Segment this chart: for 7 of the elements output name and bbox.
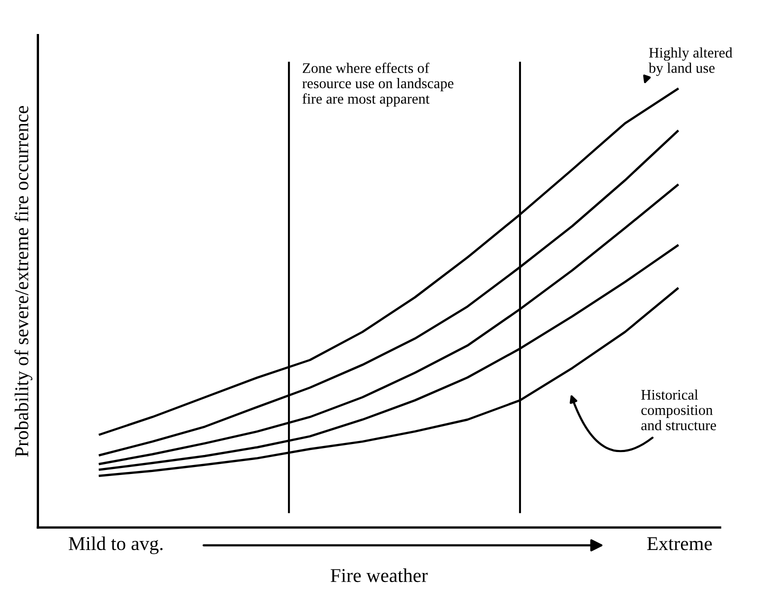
text: Highly altered by land use: [648, 47, 732, 76]
annotation: Historical composition and structure: [641, 389, 716, 430]
text: Extreme: [647, 537, 712, 550]
annotation: Zone where effects of resource use on landscape fire are most apparent: [302, 62, 454, 107]
x-axis-title: Fire weather: [330, 568, 428, 582]
y-axis-title: Probability of severe/extreme fire occurrence: [14, 106, 32, 457]
text: Mild to avg.: [68, 536, 163, 554]
